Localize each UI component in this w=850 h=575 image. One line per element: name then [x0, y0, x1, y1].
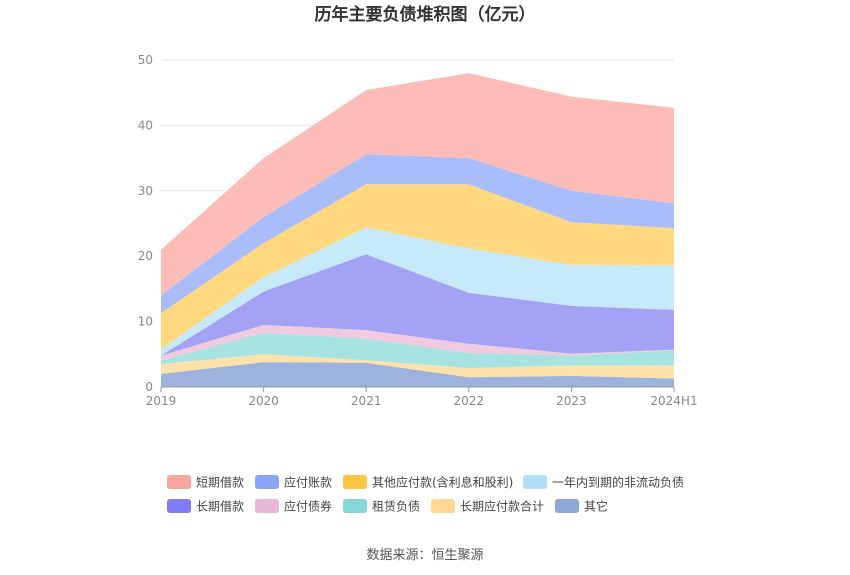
legend-swatch — [167, 499, 191, 513]
legend-swatch — [431, 499, 455, 513]
legend-label: 应付债券 — [284, 499, 332, 514]
y-tick-label: 10 — [138, 315, 153, 329]
area-series-8 — [161, 73, 674, 296]
legend-item[interactable]: 其它 — [555, 499, 608, 514]
legend-swatch — [255, 475, 279, 489]
x-tick-label: 2020 — [248, 394, 279, 408]
legend-item[interactable]: 一年内到期的非流动负债 — [523, 475, 684, 490]
legend-item[interactable]: 应付账款 — [255, 475, 332, 490]
y-tick-label: 0 — [145, 380, 153, 394]
legend-item[interactable]: 租赁负债 — [343, 499, 420, 514]
legend-swatch — [167, 475, 191, 489]
legend-label: 其它 — [584, 499, 608, 514]
chart-title: 历年主要负债堆积图（亿元） — [315, 4, 536, 25]
data-source-note: 数据来源：恒生聚源 — [366, 548, 483, 563]
x-tick-label: 2019 — [146, 394, 177, 408]
legend-swatch — [523, 475, 547, 489]
x-tick-label: 2022 — [454, 394, 485, 408]
area-series-0 — [161, 362, 674, 387]
legend-label: 应付账款 — [284, 475, 332, 490]
area-series-4 — [161, 254, 674, 356]
area-series-3 — [161, 324, 674, 361]
area-series-5 — [161, 227, 674, 356]
x-tick-label: 2023 — [556, 394, 587, 408]
y-tick-label: 20 — [138, 249, 153, 263]
y-tick-label: 40 — [138, 118, 153, 132]
legend-item[interactable]: 长期应付款合计 — [431, 499, 544, 514]
area-series — [161, 73, 674, 387]
legend-label: 一年内到期的非流动负债 — [552, 475, 684, 490]
area-series-1 — [161, 354, 674, 379]
y-tick-label: 30 — [138, 184, 153, 198]
area-series-6 — [161, 184, 674, 350]
legend-label: 长期应付款合计 — [460, 499, 544, 514]
area-series-2 — [161, 332, 674, 368]
legend-label: 其他应付款(含利息和股利) — [372, 475, 513, 490]
legend-item[interactable]: 其他应付款(含利息和股利) — [343, 475, 513, 490]
legend-label: 长期借款 — [196, 500, 244, 514]
legend-swatch — [255, 499, 279, 513]
legend-item[interactable]: 短期借款 — [167, 475, 244, 490]
x-tick-label: 2021 — [351, 394, 382, 408]
legend-item[interactable]: 应付债券 — [255, 499, 332, 514]
legend-item[interactable]: 长期借款 — [167, 499, 244, 514]
legend-swatch — [555, 499, 579, 513]
axes: 0 10 20 30 40 50 2019 2020 2021 2022 2023 2024H1 — [138, 53, 698, 408]
x-tick-label: 2024H1 — [650, 394, 697, 408]
y-tick-label: 50 — [138, 53, 153, 67]
legend-label: 短期借款 — [196, 476, 244, 490]
area-series-7 — [161, 154, 674, 314]
legend-swatch — [343, 475, 367, 489]
legend-swatch — [343, 499, 367, 513]
legend-label: 租赁负债 — [372, 500, 420, 514]
